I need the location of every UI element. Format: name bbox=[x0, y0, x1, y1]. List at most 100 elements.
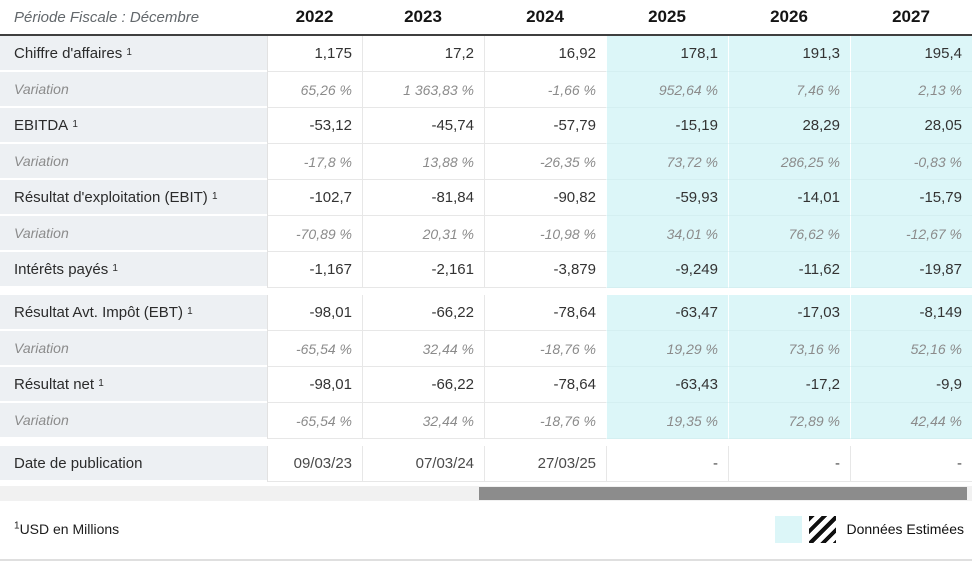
value-cell: -78,64 bbox=[484, 295, 606, 331]
table-header-row: Période Fiscale : Décembre 2022 2023 2024 2… bbox=[0, 0, 972, 36]
value-cell: -53,12 bbox=[267, 108, 362, 144]
metric-label: Résultat net 1 bbox=[0, 367, 267, 403]
metric-label: Résultat d'exploitation (EBIT) 1 bbox=[0, 180, 267, 216]
value-cell: -12,67 % bbox=[850, 216, 972, 252]
value-cell: -14,01 bbox=[728, 180, 850, 216]
publication-date-cell: 07/03/24 bbox=[362, 446, 484, 482]
value-cell: 286,25 % bbox=[728, 144, 850, 180]
metric-label: EBITDA 1 bbox=[0, 108, 267, 144]
value-cell: -81,84 bbox=[362, 180, 484, 216]
row-group-separator bbox=[0, 439, 972, 446]
value-cell: 32,44 % bbox=[362, 331, 484, 367]
table-body: Chiffre d'affaires 1 1,175 17,2 16,92 178,1 1… bbox=[0, 36, 972, 482]
value-cell: -78,64 bbox=[484, 367, 606, 403]
year-column-header: 2022 bbox=[295, 7, 334, 26]
publication-date-cell: 09/03/23 bbox=[267, 446, 362, 482]
row-group-separator bbox=[0, 288, 972, 295]
value-cell: -19,87 bbox=[850, 252, 972, 288]
value-cell: 76,62 % bbox=[728, 216, 850, 252]
year-column-header: 2026 bbox=[770, 7, 808, 26]
value-cell: -9,9 bbox=[850, 367, 972, 403]
value-cell: -17,2 bbox=[728, 367, 850, 403]
table-row: Intérêts payés 1 -1,167 -2,161 -3,879 -9,249… bbox=[0, 252, 972, 288]
value-cell: 52,16 % bbox=[850, 331, 972, 367]
value-cell: 20,31 % bbox=[362, 216, 484, 252]
estimated-color-swatch bbox=[775, 515, 803, 543]
value-cell: -45,74 bbox=[362, 108, 484, 144]
value-cell: 19,35 % bbox=[606, 403, 728, 439]
year-column-header: 2025 bbox=[648, 7, 686, 26]
value-cell: -10,98 % bbox=[484, 216, 606, 252]
value-cell: 42,44 % bbox=[850, 403, 972, 439]
value-cell: 178,1 bbox=[606, 36, 728, 72]
metric-label: Variation bbox=[0, 216, 267, 252]
value-cell: -18,76 % bbox=[484, 331, 606, 367]
value-cell: 73,72 % bbox=[606, 144, 728, 180]
table-row: Date de publication 09/03/23 07/03/24 27/03… bbox=[0, 446, 972, 482]
publication-date-cell: - bbox=[728, 446, 850, 482]
value-cell: 13,88 % bbox=[362, 144, 484, 180]
value-cell: -1,167 bbox=[267, 252, 362, 288]
estimated-legend-label: Données Estimées bbox=[846, 521, 964, 537]
value-cell: 34,01 % bbox=[606, 216, 728, 252]
horizontal-scrollbar-track[interactable] bbox=[0, 486, 972, 501]
value-cell: -0,83 % bbox=[850, 144, 972, 180]
publication-date-cell: - bbox=[606, 446, 728, 482]
metric-label: Variation bbox=[0, 144, 267, 180]
table-row: Résultat net 1 -98,01 -66,22 -78,64 -63,43 -1… bbox=[0, 367, 972, 403]
value-cell: 28,05 bbox=[850, 108, 972, 144]
metric-label: Variation bbox=[0, 72, 267, 108]
metric-label: Variation bbox=[0, 403, 267, 439]
value-cell: -70,89 % bbox=[267, 216, 362, 252]
value-cell: 195,4 bbox=[850, 36, 972, 72]
table-row: Variation -70,89 % 20,31 % -10,98 % 34,01 % 7… bbox=[0, 216, 972, 252]
year-column-header: 2027 bbox=[892, 7, 930, 26]
value-cell: -98,01 bbox=[267, 367, 362, 403]
value-cell: -65,54 % bbox=[267, 403, 362, 439]
year-column-header: 2023 bbox=[404, 7, 442, 26]
estimated-data-legend: Données Estimées bbox=[775, 515, 964, 543]
value-cell: 28,29 bbox=[728, 108, 850, 144]
table-row: Variation 65,26 % 1 363,83 % -1,66 % 952,64 … bbox=[0, 72, 972, 108]
footnote-superscript: 1 bbox=[14, 520, 20, 532]
value-cell: 17,2 bbox=[362, 36, 484, 72]
value-cell: 7,46 % bbox=[728, 72, 850, 108]
footnote-usd-millions: 1USD en Millions bbox=[14, 521, 119, 537]
value-cell: -17,03 bbox=[728, 295, 850, 331]
value-cell: -57,79 bbox=[484, 108, 606, 144]
value-cell: 32,44 % bbox=[362, 403, 484, 439]
value-cell: -17,8 % bbox=[267, 144, 362, 180]
value-cell: -59,93 bbox=[606, 180, 728, 216]
value-cell: -26,35 % bbox=[484, 144, 606, 180]
value-cell: -3,879 bbox=[484, 252, 606, 288]
value-cell: -11,62 bbox=[728, 252, 850, 288]
publication-date-cell: 27/03/25 bbox=[484, 446, 606, 482]
table-footer: 1USD en Millions Données Estimées bbox=[0, 515, 972, 543]
value-cell: -63,43 bbox=[606, 367, 728, 403]
value-cell: 16,92 bbox=[484, 36, 606, 72]
metric-label: Intérêts payés 1 bbox=[0, 252, 267, 288]
footnote-text: USD en Millions bbox=[19, 521, 120, 537]
value-cell: -102,7 bbox=[267, 180, 362, 216]
value-cell: -98,01 bbox=[267, 295, 362, 331]
value-cell: 1,175 bbox=[267, 36, 362, 72]
value-cell: -66,22 bbox=[362, 367, 484, 403]
value-cell: -65,54 % bbox=[267, 331, 362, 367]
value-cell: -9,249 bbox=[606, 252, 728, 288]
table-row: Chiffre d'affaires 1 1,175 17,2 16,92 178,1 1… bbox=[0, 36, 972, 72]
value-cell: 952,64 % bbox=[606, 72, 728, 108]
value-cell: 1 363,83 % bbox=[362, 72, 484, 108]
year-column-header: 2024 bbox=[526, 7, 564, 26]
value-cell: -15,79 bbox=[850, 180, 972, 216]
metric-label: Résultat Avt. Impôt (EBT) 1 bbox=[0, 295, 267, 331]
value-cell: 2,13 % bbox=[850, 72, 972, 108]
horizontal-scrollbar-thumb[interactable] bbox=[479, 487, 967, 500]
financials-table: Période Fiscale : Décembre 2022 2023 2024 2… bbox=[0, 0, 972, 501]
table-row: Variation -17,8 % 13,88 % -26,35 % 73,72 % 28… bbox=[0, 144, 972, 180]
value-cell: -2,161 bbox=[362, 252, 484, 288]
table-row: Résultat Avt. Impôt (EBT) 1 -98,01 -66,22-… bbox=[0, 295, 972, 331]
fiscal-period-label: Période Fiscale : Décembre bbox=[14, 8, 200, 26]
metric-label: Chiffre d'affaires 1 bbox=[0, 36, 267, 72]
table-row: Résultat d'exploitation (EBIT) 1 -102,7 -8… bbox=[0, 180, 972, 216]
value-cell: -90,82 bbox=[484, 180, 606, 216]
